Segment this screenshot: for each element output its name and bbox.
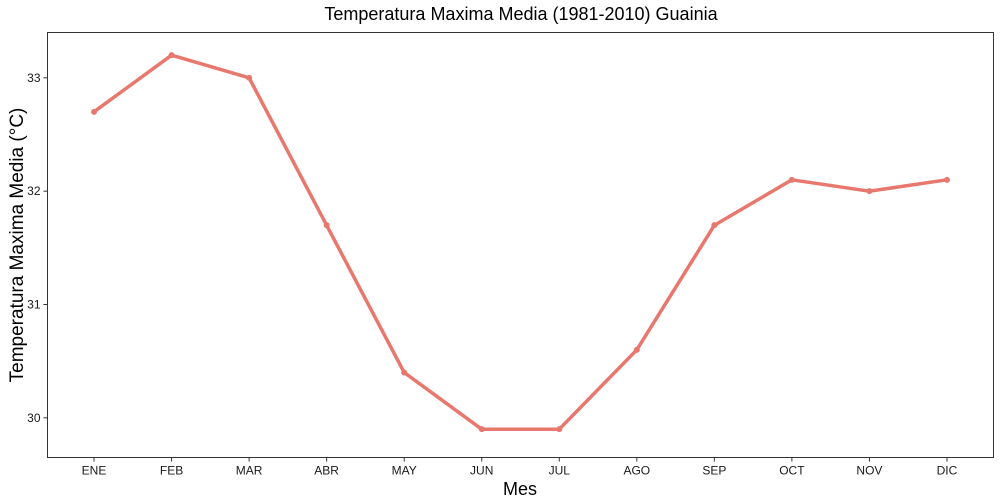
chart-title: Temperatura Maxima Media (1981-2010) Gua… [324,4,718,24]
x-tick-label: FEB [160,464,183,478]
x-tick-label: NOV [856,464,882,478]
y-tick-label: 32 [27,184,41,198]
data-point [711,222,718,229]
data-point [401,369,408,376]
y-axis-label: Temperatura Maxima Media (°C) [7,108,28,383]
data-point [943,176,950,183]
data-point [788,176,795,183]
x-axis-label: Mes [503,479,537,499]
x-tick-label: AGO [623,464,650,478]
y-tick-label: 30 [27,411,41,425]
x-tick-label: JUN [470,464,493,478]
x-tick-label: JUL [549,464,571,478]
series-line [92,53,949,431]
x-tick-label: ENE [82,464,107,478]
x-tick-label: MAY [392,464,417,478]
data-point [478,426,485,433]
y-axis-ticks: 30 31 32 33 [27,71,48,425]
x-axis-ticks: ENE FEB MAR ABR MAY JUN JUL AGO SEP OCT NOV DIC [82,457,958,478]
x-tick-label: SEP [702,464,726,478]
series-temperatura [91,52,950,433]
data-point [866,188,873,195]
data-point [246,74,253,81]
x-tick-label: OCT [779,464,805,478]
y-tick-label: 31 [27,298,41,312]
plot-panel-border [47,32,994,458]
y-tick-label: 33 [27,71,41,85]
data-point [323,222,330,229]
x-tick-label: ABR [314,464,339,478]
data-point [91,108,98,115]
data-point [633,346,640,353]
data-point [168,52,175,59]
x-tick-label: MAR [236,464,263,478]
data-point [556,426,563,433]
x-tick-label: DIC [937,464,958,478]
